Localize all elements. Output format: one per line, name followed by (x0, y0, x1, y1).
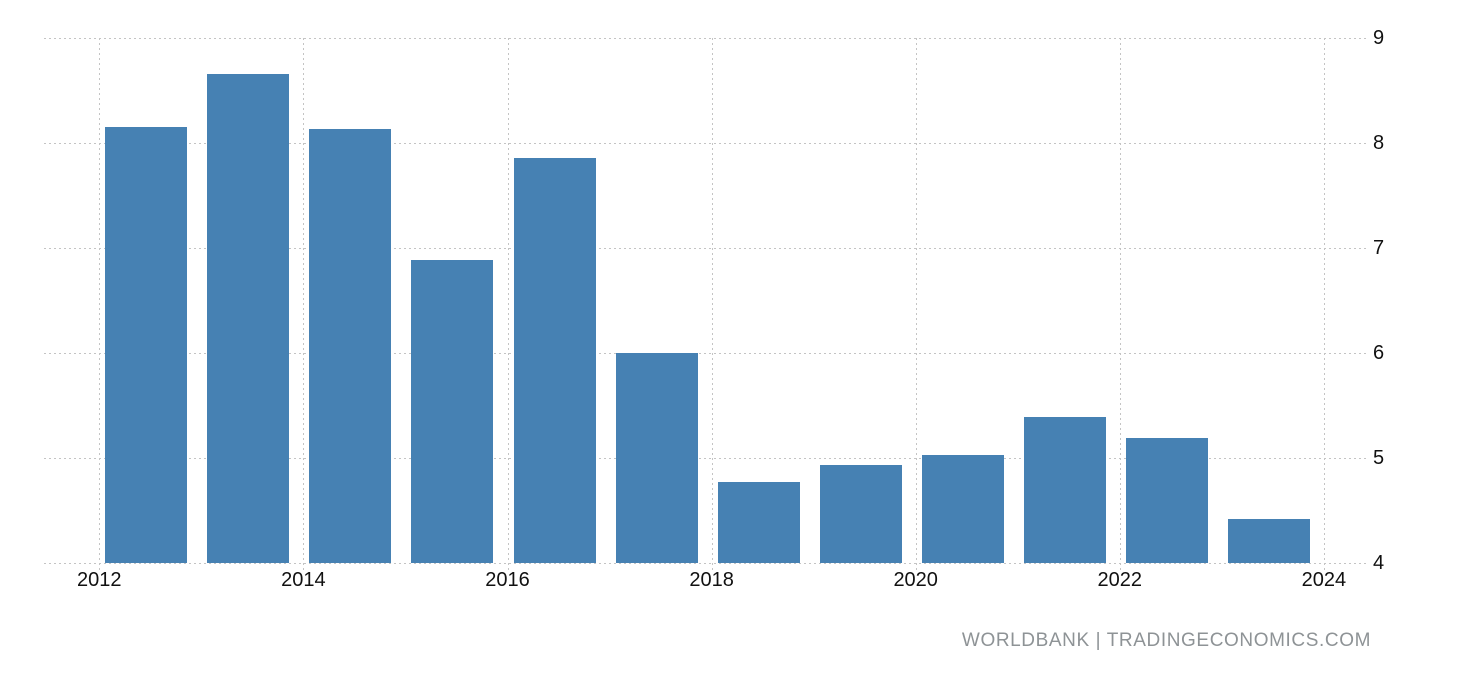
x-axis-tick-label: 2014 (281, 569, 326, 591)
bar-2013[interactable] (207, 73, 290, 563)
vertical-gridline (99, 38, 101, 570)
bar-2019[interactable] (819, 465, 902, 563)
x-axis-tick-label: 2018 (689, 569, 734, 591)
horizontal-gridline (44, 353, 1367, 354)
vertical-gridline (303, 38, 305, 570)
bar-2022[interactable] (1125, 438, 1208, 563)
y-axis-tick-label: 8 (1373, 132, 1385, 154)
x-axis-tick-label: 2024 (1301, 569, 1347, 591)
bar-2021[interactable] (1023, 417, 1106, 563)
x-axis-tick-label: 2020 (893, 569, 938, 591)
bar-2015[interactable] (411, 259, 494, 563)
vertical-gridline (1119, 38, 1121, 570)
horizontal-gridline (44, 458, 1367, 459)
horizontal-gridline (44, 38, 1367, 39)
bar-2020[interactable] (921, 454, 1004, 563)
bar-2018[interactable] (717, 482, 800, 563)
vertical-gridline (711, 38, 713, 570)
y-axis-tick-label: 6 (1373, 342, 1385, 364)
bar-2023[interactable] (1227, 518, 1310, 563)
y-axis-tick-label: 7 (1373, 237, 1385, 259)
y-axis-tick-label: 4 (1373, 552, 1385, 574)
x-axis-tick-label: 2016 (485, 569, 530, 591)
bar-2014[interactable] (309, 129, 392, 563)
vertical-gridline (915, 38, 917, 570)
horizontal-gridline (44, 563, 1367, 564)
horizontal-gridline (44, 248, 1367, 249)
bar-2017[interactable] (615, 353, 698, 563)
x-axis-tick-label: 2022 (1097, 569, 1143, 591)
watermark-attribution: WORLDBANK | TRADINGECONOMICS.COM (961, 630, 1371, 651)
vertical-gridline (507, 38, 509, 570)
horizontal-gridline (44, 143, 1367, 144)
x-axis-tick-label: 2012 (77, 569, 122, 591)
y-axis-tick-label: 5 (1373, 447, 1385, 469)
bar-2012[interactable] (105, 127, 188, 563)
bar-2016[interactable] (513, 157, 596, 563)
vertical-gridline (1323, 38, 1325, 570)
y-axis-tick-label: 9 (1373, 27, 1385, 49)
